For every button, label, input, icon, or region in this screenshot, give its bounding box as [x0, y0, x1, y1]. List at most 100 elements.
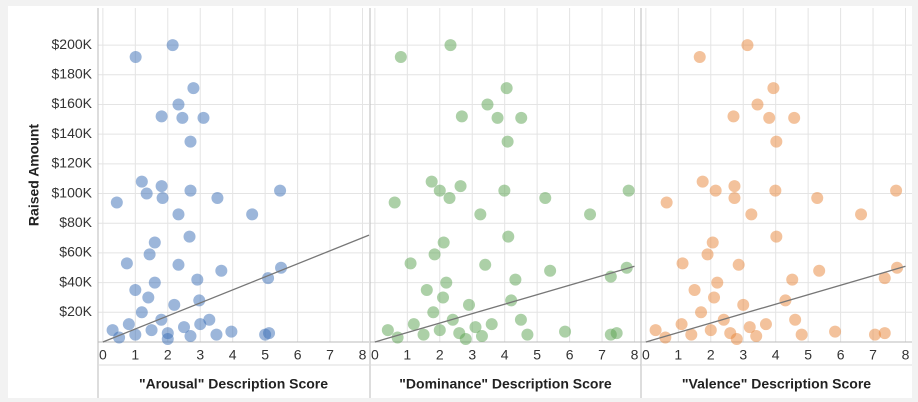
point [811, 192, 824, 205]
point [215, 264, 228, 277]
point [727, 110, 740, 123]
x-tick-label: 7 [598, 347, 606, 363]
point [203, 313, 216, 326]
x-tick-label: 1 [131, 347, 139, 363]
x-tick-label: 4 [229, 347, 237, 363]
point [444, 39, 457, 52]
point [122, 318, 135, 331]
point [500, 82, 513, 95]
point [145, 324, 158, 337]
point [184, 135, 197, 148]
point [394, 50, 407, 63]
y-tick-label: $100K [52, 184, 93, 200]
point [120, 257, 133, 270]
point [155, 180, 168, 193]
point [274, 184, 287, 197]
y-tick-label: $120K [52, 155, 93, 171]
point [183, 230, 196, 243]
point [454, 180, 467, 193]
point [225, 325, 238, 338]
point [813, 264, 826, 277]
point [440, 276, 453, 289]
x-tick-label: 6 [294, 347, 302, 363]
point [620, 261, 633, 274]
point [455, 110, 468, 123]
point [246, 208, 259, 221]
point [688, 284, 701, 297]
x-tick-label: 8 [359, 347, 367, 363]
point [659, 331, 672, 344]
point [708, 291, 721, 304]
point [404, 257, 417, 270]
point [191, 273, 204, 286]
y-tick-label: $180K [52, 66, 93, 82]
point [106, 324, 119, 337]
point [135, 175, 148, 188]
point [696, 175, 709, 188]
point [129, 328, 142, 341]
point [751, 98, 764, 111]
point [610, 327, 623, 340]
point [469, 321, 482, 334]
point [197, 111, 210, 124]
x-tick-label: 7 [326, 347, 334, 363]
point [129, 50, 142, 63]
point [770, 230, 783, 243]
point [172, 98, 185, 111]
point [855, 208, 868, 221]
point [763, 111, 776, 124]
x-tick-label: 6 [837, 347, 845, 363]
y-tick-label: $20K [59, 303, 92, 319]
point [649, 324, 662, 337]
point [704, 324, 717, 337]
point [172, 258, 185, 271]
point [741, 39, 754, 52]
point [194, 318, 207, 331]
point [176, 111, 189, 124]
x-tick-label: 7 [869, 347, 877, 363]
point [509, 273, 522, 286]
point [155, 110, 168, 123]
point [437, 236, 450, 249]
point [732, 258, 745, 271]
x-tick-label: 0 [99, 347, 107, 363]
point [184, 184, 197, 197]
point [479, 258, 492, 271]
point [559, 325, 572, 338]
x-tick-label: 3 [196, 347, 204, 363]
point [140, 187, 153, 200]
point [428, 248, 441, 261]
x-tick-label: 1 [403, 347, 411, 363]
x-tick-label: 0 [371, 347, 379, 363]
point [730, 333, 743, 346]
point [143, 248, 156, 261]
trend-line [102, 234, 370, 343]
y-tick-label: $140K [52, 125, 93, 141]
point [172, 208, 185, 221]
point [462, 298, 475, 311]
x-axis-label: "Dominance" Description Score [399, 376, 612, 392]
x-tick-label: 4 [501, 347, 509, 363]
trend-line [374, 265, 635, 343]
x-tick-label: 0 [642, 347, 650, 363]
point [829, 325, 842, 338]
point [675, 318, 688, 331]
x-tick-label: 5 [261, 347, 269, 363]
point [459, 333, 472, 346]
point [769, 184, 782, 197]
point [407, 318, 420, 331]
x-tick-label: 8 [631, 347, 639, 363]
point [491, 111, 504, 124]
point [184, 330, 197, 343]
point [750, 330, 763, 343]
point [193, 294, 206, 307]
y-tick-label: $200K [52, 36, 93, 52]
x-tick-label: 4 [772, 347, 780, 363]
point [178, 321, 191, 334]
point [381, 324, 394, 337]
point [786, 273, 799, 286]
y-tick-label: $160K [52, 95, 93, 111]
point [161, 333, 174, 346]
point [728, 192, 741, 205]
